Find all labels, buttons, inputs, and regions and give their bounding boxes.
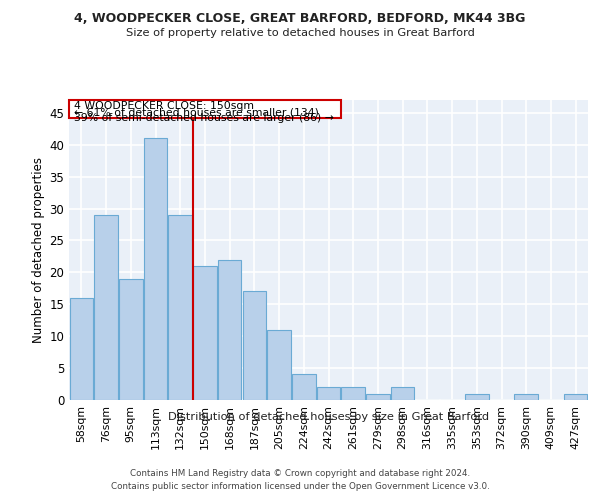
FancyBboxPatch shape <box>69 100 341 118</box>
Bar <box>119 278 143 400</box>
Bar <box>144 138 167 400</box>
Text: Distribution of detached houses by size in Great Barford: Distribution of detached houses by size … <box>168 412 490 422</box>
Text: 4 WOODPECKER CLOSE: 150sqm: 4 WOODPECKER CLOSE: 150sqm <box>74 100 254 110</box>
Bar <box>391 387 415 400</box>
Bar <box>317 387 340 400</box>
Text: 39% of semi-detached houses are larger (86) →: 39% of semi-detached houses are larger (… <box>74 114 334 124</box>
Y-axis label: Number of detached properties: Number of detached properties <box>32 157 45 343</box>
Text: Size of property relative to detached houses in Great Barford: Size of property relative to detached ho… <box>125 28 475 38</box>
Text: Contains HM Land Registry data © Crown copyright and database right 2024.: Contains HM Land Registry data © Crown c… <box>130 469 470 478</box>
Bar <box>366 394 389 400</box>
Bar <box>193 266 217 400</box>
Bar <box>169 215 192 400</box>
Bar <box>564 394 587 400</box>
Text: Contains public sector information licensed under the Open Government Licence v3: Contains public sector information licen… <box>110 482 490 491</box>
Bar <box>514 394 538 400</box>
Bar <box>465 394 488 400</box>
Bar <box>218 260 241 400</box>
Bar <box>292 374 316 400</box>
Bar <box>341 387 365 400</box>
Bar <box>94 215 118 400</box>
Bar <box>268 330 291 400</box>
Text: 4, WOODPECKER CLOSE, GREAT BARFORD, BEDFORD, MK44 3BG: 4, WOODPECKER CLOSE, GREAT BARFORD, BEDF… <box>74 12 526 26</box>
Bar <box>70 298 93 400</box>
Text: ← 61% of detached houses are smaller (134): ← 61% of detached houses are smaller (13… <box>74 107 319 117</box>
Bar <box>242 292 266 400</box>
